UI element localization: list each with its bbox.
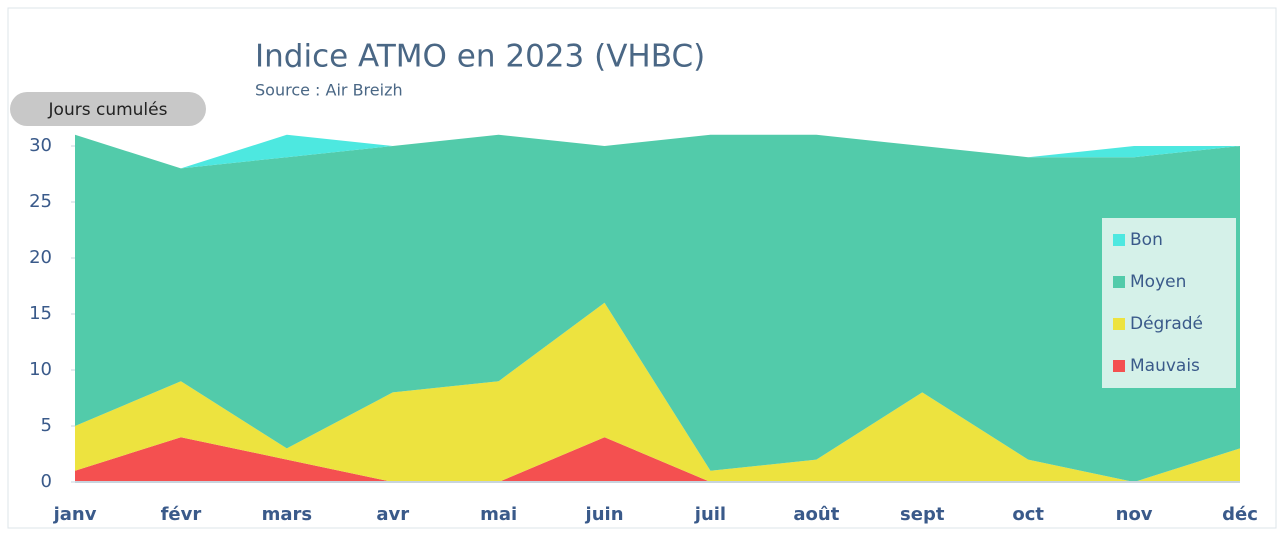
area: [75, 134, 1240, 483]
x-tick-label: févr: [161, 504, 202, 525]
legend-label: Bon: [1130, 230, 1163, 250]
x-tick-label: mars: [262, 504, 313, 525]
legend-label: Mauvais: [1130, 356, 1200, 376]
x-tick-label: déc: [1222, 504, 1258, 525]
area: [75, 302, 1240, 482]
x-tick-label: janv: [53, 504, 97, 525]
legend-box: [1102, 218, 1236, 388]
y-tick-label: 30: [29, 135, 52, 156]
y-axis-label: Jours cumulés: [48, 100, 168, 120]
legend-swatch: [1113, 276, 1125, 288]
x-tick-label: avr: [376, 504, 409, 525]
x-tick-label: sept: [900, 504, 945, 525]
x-tick-label: juil: [694, 504, 726, 525]
legend-label: Moyen: [1130, 272, 1186, 292]
legend-swatch: [1113, 360, 1125, 372]
y-tick-label: 25: [29, 191, 52, 212]
legend-swatch: [1113, 234, 1125, 246]
area: [75, 134, 1240, 169]
y-tick-label: 0: [41, 471, 52, 492]
x-tick-label: nov: [1116, 504, 1153, 525]
x-tick-label: mai: [480, 504, 517, 525]
x-tick-label: oct: [1012, 504, 1044, 525]
x-tick-label: août: [793, 504, 839, 525]
legend-swatch: [1113, 318, 1125, 330]
frame: [7, 7, 1277, 529]
y-tick-label: 15: [29, 303, 52, 324]
y-tick-label: 5: [41, 415, 52, 436]
y-label-pill: [10, 92, 206, 126]
y-tick-label: 20: [29, 247, 52, 268]
y-tick-label: 10: [29, 359, 52, 380]
chart-subtitle: Source : Air Breizh: [255, 81, 403, 100]
x-tick-label: juin: [585, 504, 624, 525]
legend-label: Dégradé: [1130, 314, 1203, 334]
chart-title: Indice ATMO en 2023 (VHBC): [255, 39, 705, 75]
